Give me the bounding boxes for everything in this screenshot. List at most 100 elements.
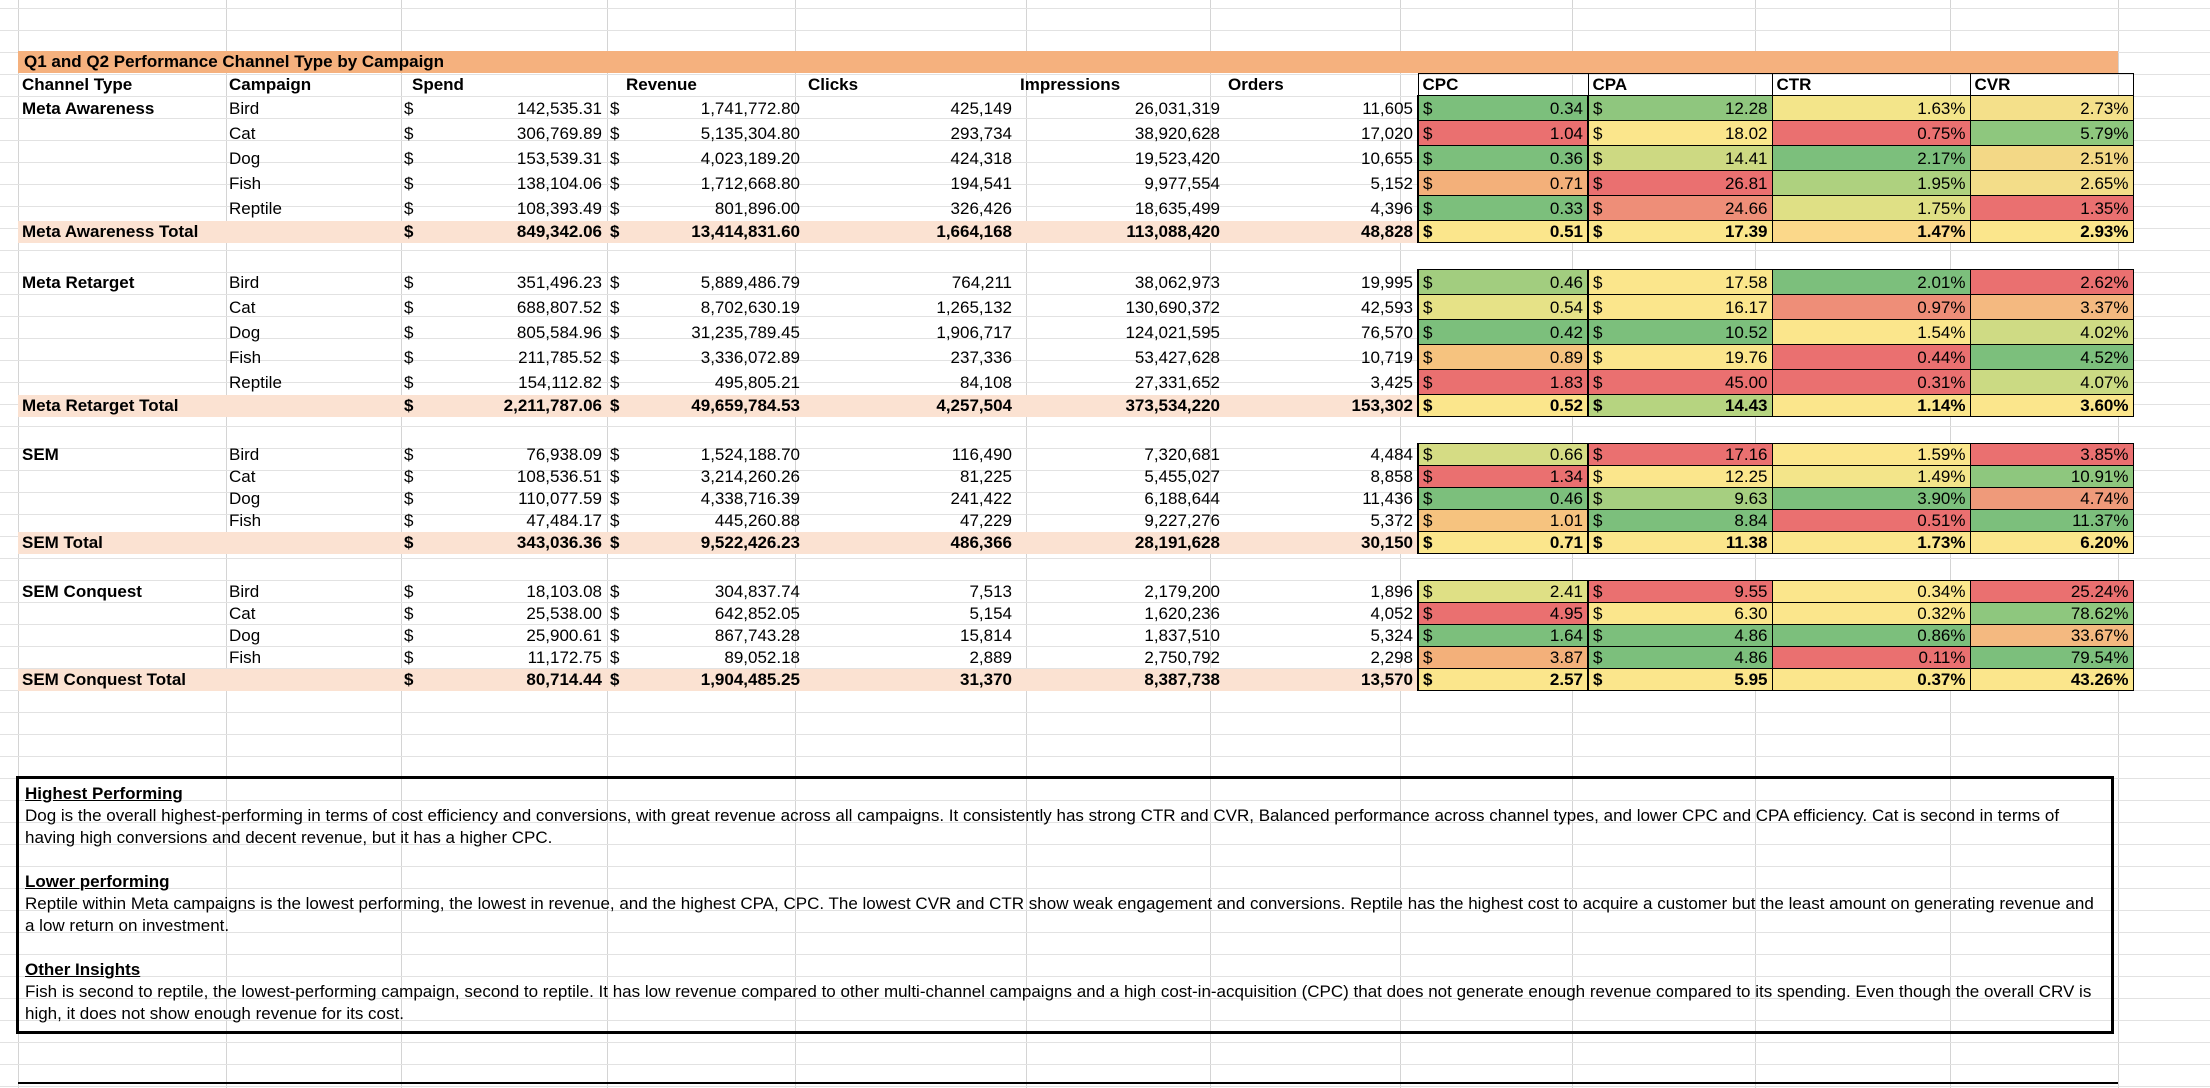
grid-row-line bbox=[0, 316, 2210, 317]
cpc-cell: 1.64 bbox=[1444, 624, 1589, 647]
currency-symbol: $ bbox=[1417, 668, 1444, 691]
cpa-cell: 14.41 bbox=[1614, 145, 1773, 171]
currency-symbol: $ bbox=[610, 489, 620, 508]
currency-symbol: $ bbox=[404, 148, 414, 168]
spend-cell: 688,807.52 bbox=[516, 297, 602, 317]
clicks-cell: 1,265,132 bbox=[936, 297, 1012, 317]
cpa-cell: 45.00 bbox=[1614, 369, 1773, 395]
total-row: SEM Conquest Total $80,714.44 $1,904,485.2… bbox=[18, 668, 2134, 691]
currency-symbol: $ bbox=[1587, 269, 1614, 295]
column-header: Orders bbox=[1228, 75, 1284, 94]
empty-cell bbox=[225, 394, 400, 417]
cvr-cell: 79.54% bbox=[1969, 646, 2134, 669]
ctr-cell: 1.54% bbox=[1771, 319, 1971, 345]
sheet-title: Q1 and Q2 Performance Channel Type by Ca… bbox=[18, 51, 2118, 73]
grid-row-line bbox=[0, 580, 2210, 581]
currency-symbol: $ bbox=[610, 445, 620, 464]
currency-symbol: $ bbox=[1587, 195, 1614, 221]
cpc-cell: 4.95 bbox=[1444, 602, 1589, 625]
table-row: SEM Conquest Bird $18,103.08 $304,837.74 7,5… bbox=[18, 580, 2134, 603]
total-orders: 48,828 bbox=[1224, 220, 1418, 243]
notes-box: Highest Performing Dog is the overall hi… bbox=[16, 776, 2114, 1034]
currency-symbol: $ bbox=[1417, 319, 1444, 345]
grid-row-line bbox=[0, 360, 2210, 361]
currency-symbol: $ bbox=[1417, 602, 1444, 625]
total-clicks: 1,664,168 bbox=[804, 220, 1016, 243]
cpa-cell: 8.84 bbox=[1614, 509, 1773, 532]
orders-cell: 1,896 bbox=[1370, 582, 1413, 601]
impressions-cell: 9,977,554 bbox=[1144, 173, 1220, 193]
total-cpc: 0.52 bbox=[1444, 394, 1589, 417]
impressions-cell: 2,750,792 bbox=[1144, 648, 1220, 667]
performance-table: Channel Type Campaign Spend Revenue Clicks Im… bbox=[18, 73, 2134, 691]
currency-symbol: $ bbox=[1587, 531, 1614, 554]
orders-cell: 10,655 bbox=[1361, 148, 1413, 168]
spacer-row bbox=[18, 554, 2133, 581]
grid-row-line bbox=[0, 558, 2210, 559]
total-spend: 849,342.06 bbox=[426, 220, 606, 243]
currency-symbol: $ bbox=[1417, 195, 1444, 221]
grid-row-line bbox=[0, 976, 2210, 977]
grid-row-line bbox=[0, 712, 2210, 713]
channel-cell: SEM Conquest bbox=[22, 582, 142, 601]
campaign-cell: Dog bbox=[229, 489, 261, 508]
total-ctr: 1.73% bbox=[1771, 531, 1971, 554]
currency-symbol: $ bbox=[610, 582, 620, 601]
impressions-cell: 18,635,499 bbox=[1134, 198, 1220, 218]
currency-symbol: $ bbox=[1587, 145, 1614, 171]
grid-row-line bbox=[0, 272, 2210, 273]
clicks-cell: 84,108 bbox=[960, 372, 1012, 392]
channel-cell bbox=[18, 625, 225, 647]
total-cpa: 17.39 bbox=[1614, 220, 1773, 243]
grid-row-line bbox=[0, 602, 2210, 603]
impressions-cell: 7,320,681 bbox=[1144, 445, 1220, 464]
currency-symbol: $ bbox=[1587, 220, 1614, 243]
currency-symbol: $ bbox=[1417, 170, 1444, 196]
cpa-cell: 9.63 bbox=[1614, 487, 1773, 510]
currency-symbol: $ bbox=[404, 272, 414, 292]
currency-symbol: $ bbox=[1417, 465, 1444, 488]
grid-row-line bbox=[0, 734, 2210, 735]
currency-symbol: $ bbox=[610, 467, 620, 486]
total-clicks: 4,257,504 bbox=[804, 394, 1016, 417]
currency-symbol: $ bbox=[610, 272, 620, 292]
grid-row-line bbox=[0, 646, 2210, 647]
channel-cell bbox=[18, 345, 225, 370]
currency-symbol: $ bbox=[404, 467, 414, 486]
cpc-cell: 0.89 bbox=[1444, 344, 1589, 370]
cvr-cell: 5.79% bbox=[1969, 120, 2134, 146]
table-row: Fish $47,484.17 $445,260.88 47,229 9,227,276… bbox=[18, 509, 2134, 532]
total-cpa: 11.38 bbox=[1614, 531, 1773, 554]
ctr-cell: 0.44% bbox=[1771, 344, 1971, 370]
currency-symbol: $ bbox=[404, 123, 414, 143]
currency-symbol: $ bbox=[1417, 531, 1444, 554]
campaign-cell: Fish bbox=[229, 511, 262, 530]
cvr-cell: 4.02% bbox=[1969, 319, 2134, 345]
spend-cell: 154,112.82 bbox=[518, 372, 602, 392]
ctr-cell: 0.31% bbox=[1771, 369, 1971, 395]
impressions-cell: 9,227,276 bbox=[1144, 511, 1220, 530]
channel-cell bbox=[18, 647, 225, 669]
table-row: SEM Bird $76,938.09 $1,524,188.70 116,490 7,3… bbox=[18, 443, 2134, 466]
cvr-cell: 2.62% bbox=[1969, 269, 2134, 295]
currency-symbol: $ bbox=[610, 297, 620, 317]
total-spend: 343,036.36 bbox=[426, 531, 606, 554]
table-row: Dog $110,077.59 $4,338,716.39 241,422 6,188,… bbox=[18, 487, 2134, 510]
currency-symbol: $ bbox=[610, 148, 620, 168]
spend-cell: 25,900.61 bbox=[526, 626, 602, 645]
revenue-cell: 8,702,630.19 bbox=[700, 297, 800, 317]
spend-cell: 25,538.00 bbox=[526, 604, 602, 623]
clicks-cell: 241,422 bbox=[950, 489, 1012, 508]
grid-row-line bbox=[0, 8, 2210, 9]
channel-cell bbox=[18, 488, 225, 510]
bottom-border bbox=[18, 1082, 2118, 1084]
currency-symbol: $ bbox=[400, 531, 426, 554]
currency-symbol: $ bbox=[404, 297, 414, 317]
revenue-cell: 89,052.18 bbox=[724, 648, 800, 667]
revenue-cell: 642,852.05 bbox=[714, 604, 800, 623]
currency-symbol: $ bbox=[404, 626, 414, 645]
empty-cell bbox=[225, 220, 400, 243]
ctr-cell: 1.75% bbox=[1771, 195, 1971, 221]
impressions-cell: 124,021,595 bbox=[1125, 322, 1220, 342]
table-row: Cat $688,807.52 $8,702,630.19 1,265,132 130,… bbox=[18, 294, 2134, 320]
